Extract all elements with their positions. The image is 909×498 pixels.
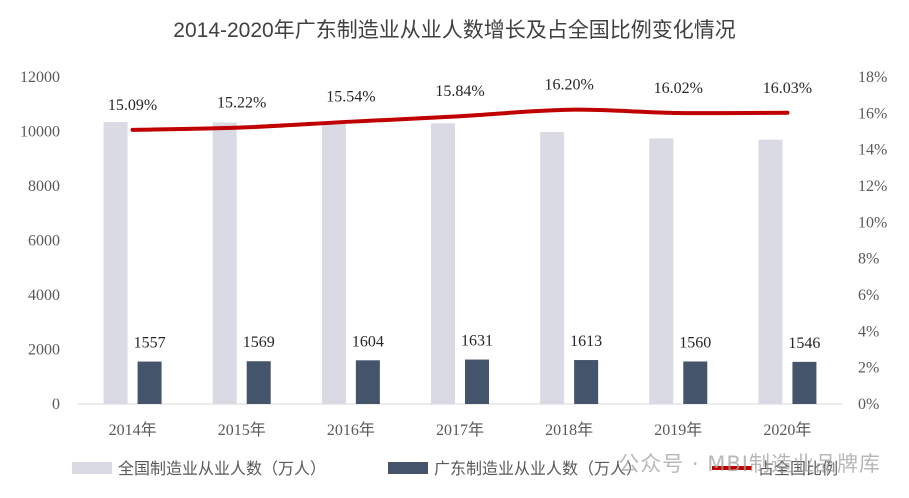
bar-national	[431, 123, 455, 404]
bar-guangdong	[792, 361, 817, 404]
bar-guangdong	[574, 360, 599, 404]
ratio-line	[130, 107, 790, 132]
bar-guangdong-data-label: 1604	[352, 333, 384, 350]
x-tick-label: 2018年	[545, 421, 593, 439]
y-right-tick-label: 10%	[858, 214, 887, 231]
y-right-tick-label: 12%	[858, 178, 887, 195]
ratio-data-label: 15.54%	[326, 89, 375, 106]
bar-guangdong	[683, 361, 708, 404]
x-tick-label: 2015年	[218, 421, 266, 439]
bar-national	[540, 132, 565, 405]
legend-swatch-guangdong	[388, 462, 428, 474]
x-tick-label: 2019年	[654, 421, 702, 439]
bar-guangdong-data-label: 1569	[243, 334, 275, 351]
bar-guangdong	[465, 359, 489, 404]
legend-swatch-national	[72, 462, 112, 474]
bar-national	[212, 122, 237, 404]
y-left-tick-label: 0	[52, 396, 60, 413]
ratio-data-label: 15.84%	[435, 83, 484, 100]
y-right-tick-label: 18%	[858, 69, 887, 86]
y-left-tick-label: 10000	[20, 124, 60, 141]
bar-guangdong-data-label: 1613	[570, 333, 602, 350]
bar-national	[321, 122, 346, 404]
y-right-tick-label: 4%	[858, 323, 879, 340]
y-left-tick-label: 8000	[28, 178, 60, 195]
bar-national	[758, 139, 783, 405]
bar-national	[649, 138, 674, 404]
y-left-tick-label: 4000	[28, 287, 60, 304]
chart-title: 2014-2020年广东制造业从业人数增长及占全国比例变化情况	[173, 19, 736, 42]
y-right-tick-label: 16%	[858, 105, 887, 122]
y-left-tick-label: 12000	[20, 69, 60, 86]
bar-guangdong	[246, 361, 271, 404]
y-right-tick-label: 6%	[858, 287, 879, 304]
legend-label-ratio: 占全国比例	[758, 460, 838, 478]
ratio-data-label: 15.09%	[108, 97, 157, 114]
y-left-tick-label: 2000	[28, 342, 60, 359]
bar-guangdong-data-label: 1631	[461, 333, 493, 350]
ratio-data-label: 16.20%	[544, 77, 593, 94]
ratio-data-label: 16.02%	[654, 80, 703, 97]
ratio-data-label: 16.03%	[763, 80, 812, 97]
bar-guangdong	[137, 361, 162, 404]
legend-label-guangdong: 广东制造业从业人数（万人）	[434, 460, 642, 478]
y-right-tick-label: 2%	[858, 360, 879, 377]
y-right-tick-label: 14%	[858, 142, 887, 159]
y-right-tick-label: 8%	[858, 251, 879, 268]
bar-national	[103, 121, 128, 405]
x-tick-label: 2016年	[327, 421, 375, 439]
legend-label-national: 全国制造业从业人数（万人）	[118, 460, 326, 478]
ratio-data-label: 15.22%	[217, 95, 266, 112]
x-tick-label: 2020年	[763, 421, 811, 439]
bar-guangdong	[355, 360, 380, 404]
y-right-tick-label: 0%	[858, 396, 879, 413]
bar-guangdong-data-label: 1557	[134, 335, 166, 352]
bar-guangdong-data-label: 1560	[679, 334, 711, 351]
bar-guangdong-data-label: 1546	[788, 335, 820, 352]
watermark-text: 公众号 · MBI制造业品牌库	[618, 452, 881, 476]
x-tick-label: 2017年	[436, 421, 484, 439]
y-left-tick-label: 6000	[28, 233, 60, 250]
x-tick-label: 2014年	[109, 421, 157, 439]
